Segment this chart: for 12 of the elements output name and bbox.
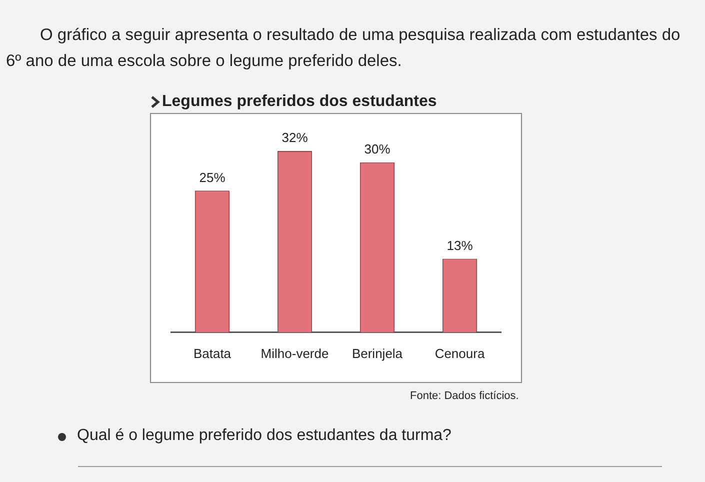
x-tick-label: Milho-verde <box>260 346 329 361</box>
x-tick-label: Batata <box>193 346 232 361</box>
x-tick-label: Cenoura <box>434 346 486 361</box>
chart-subtitle: O gráfico a seguir apresenta o resultado de uma pesquisa realizada com estudantes do 6º ano de uma escola sobre o legume preferido deles. <box>6 25 682 72</box>
x-tick-label: Berinjela <box>352 346 404 361</box>
data-label: 25% <box>199 170 226 185</box>
data-label: 32% <box>282 130 308 146</box>
chart-title: Legumes preferidos dos estudantes <box>162 93 437 111</box>
data-label: 13% <box>446 238 474 253</box>
data-label: 30% <box>364 141 391 156</box>
text: Qual é o legume preferido dos estudantes da turma? <box>77 427 452 445</box>
source-note: Fonte: Dados fictícios. <box>410 390 519 402</box>
